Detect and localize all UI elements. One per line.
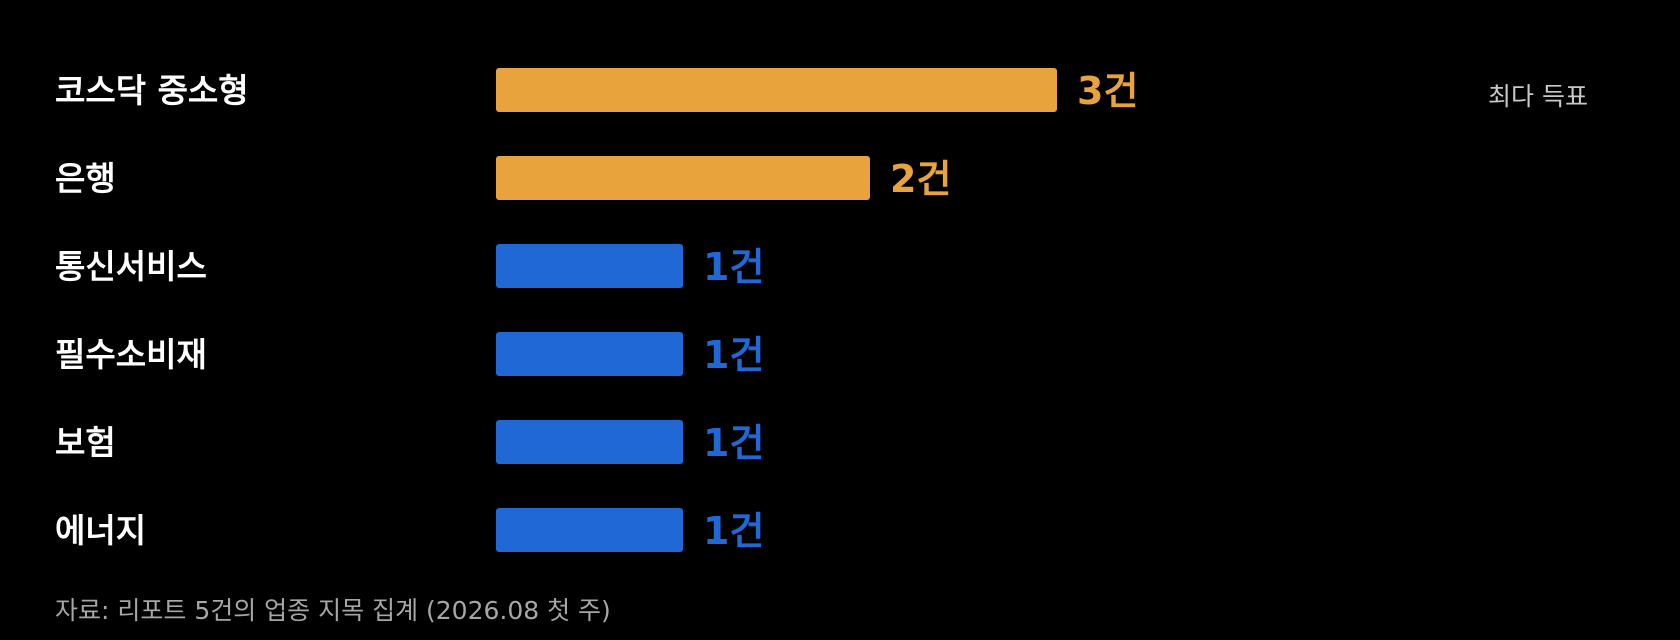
bar-row: 필수소비재 1건: [55, 332, 764, 377]
value-label: 1건: [703, 509, 764, 553]
bar-row: 에너지 1건: [55, 508, 764, 553]
value-label: 1건: [703, 421, 764, 465]
legend-note-top-votes: 최다 득표: [1488, 82, 1588, 111]
category-label: 은행: [55, 159, 116, 198]
value-label: 1건: [703, 245, 764, 289]
bar: [496, 68, 1057, 112]
value-label: 2건: [890, 157, 951, 201]
bar-row: 통신서비스 1건: [55, 244, 764, 289]
bar-row: 코스닥 중소형 3건: [55, 68, 1138, 113]
bar-row: 은행 2건: [55, 156, 951, 201]
category-label: 코스닥 중소형: [55, 71, 249, 110]
source-caption: 자료: 리포트 5건의 업종 지목 집계 (2026.08 첫 주): [55, 596, 611, 625]
bar: [496, 156, 870, 200]
bar: [496, 420, 683, 464]
bar: [496, 508, 683, 552]
category-label: 통신서비스: [55, 247, 207, 286]
category-label: 필수소비재: [55, 335, 207, 374]
bar: [496, 332, 683, 376]
category-label: 보험: [55, 423, 116, 462]
value-label: 1건: [703, 333, 764, 377]
category-label: 에너지: [55, 511, 146, 550]
value-label: 3건: [1077, 69, 1138, 113]
bar-row: 보험 1건: [55, 420, 764, 465]
bar: [496, 244, 683, 288]
